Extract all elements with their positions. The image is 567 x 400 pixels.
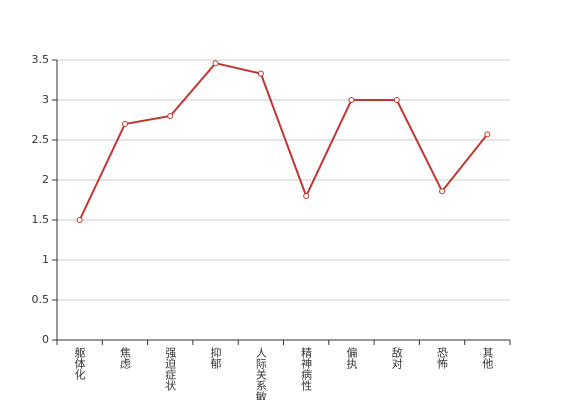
point xyxy=(257,70,264,77)
y-tick-label: 3 xyxy=(42,93,49,106)
x-tick-label: 恐怖 xyxy=(436,347,449,369)
point xyxy=(121,121,128,127)
y-tick-label: 0 xyxy=(42,333,49,346)
y-tick-label: 3.5 xyxy=(32,53,50,66)
point xyxy=(348,97,355,103)
point xyxy=(303,193,310,199)
x-tick-label: 人际关系敏感 xyxy=(254,347,267,400)
point xyxy=(393,97,400,103)
point xyxy=(484,131,491,138)
x-tick-label: 躯体化 xyxy=(73,347,86,381)
x-tick-label: 抑郁 xyxy=(209,346,222,369)
x-tick-label: 敌对 xyxy=(390,346,403,369)
point xyxy=(439,188,446,195)
y-tick-label: 2 xyxy=(42,173,49,186)
y-tick-label: 0.5 xyxy=(32,293,50,306)
y-tick-label: 1.5 xyxy=(32,213,50,226)
x-tick-label: 其他 xyxy=(481,347,494,369)
point xyxy=(167,113,174,119)
line xyxy=(78,62,489,221)
x-tick-label: 偏执 xyxy=(345,346,358,370)
x-tick-label: 强迫症状 xyxy=(164,347,177,391)
x-tick-label: 焦虑 xyxy=(118,347,131,369)
y-tick-label: 2.5 xyxy=(32,133,50,146)
y-tick-label: 1 xyxy=(42,253,49,266)
point xyxy=(76,217,83,223)
point xyxy=(212,60,219,67)
x-tick-label: 精神病性 xyxy=(300,347,313,392)
